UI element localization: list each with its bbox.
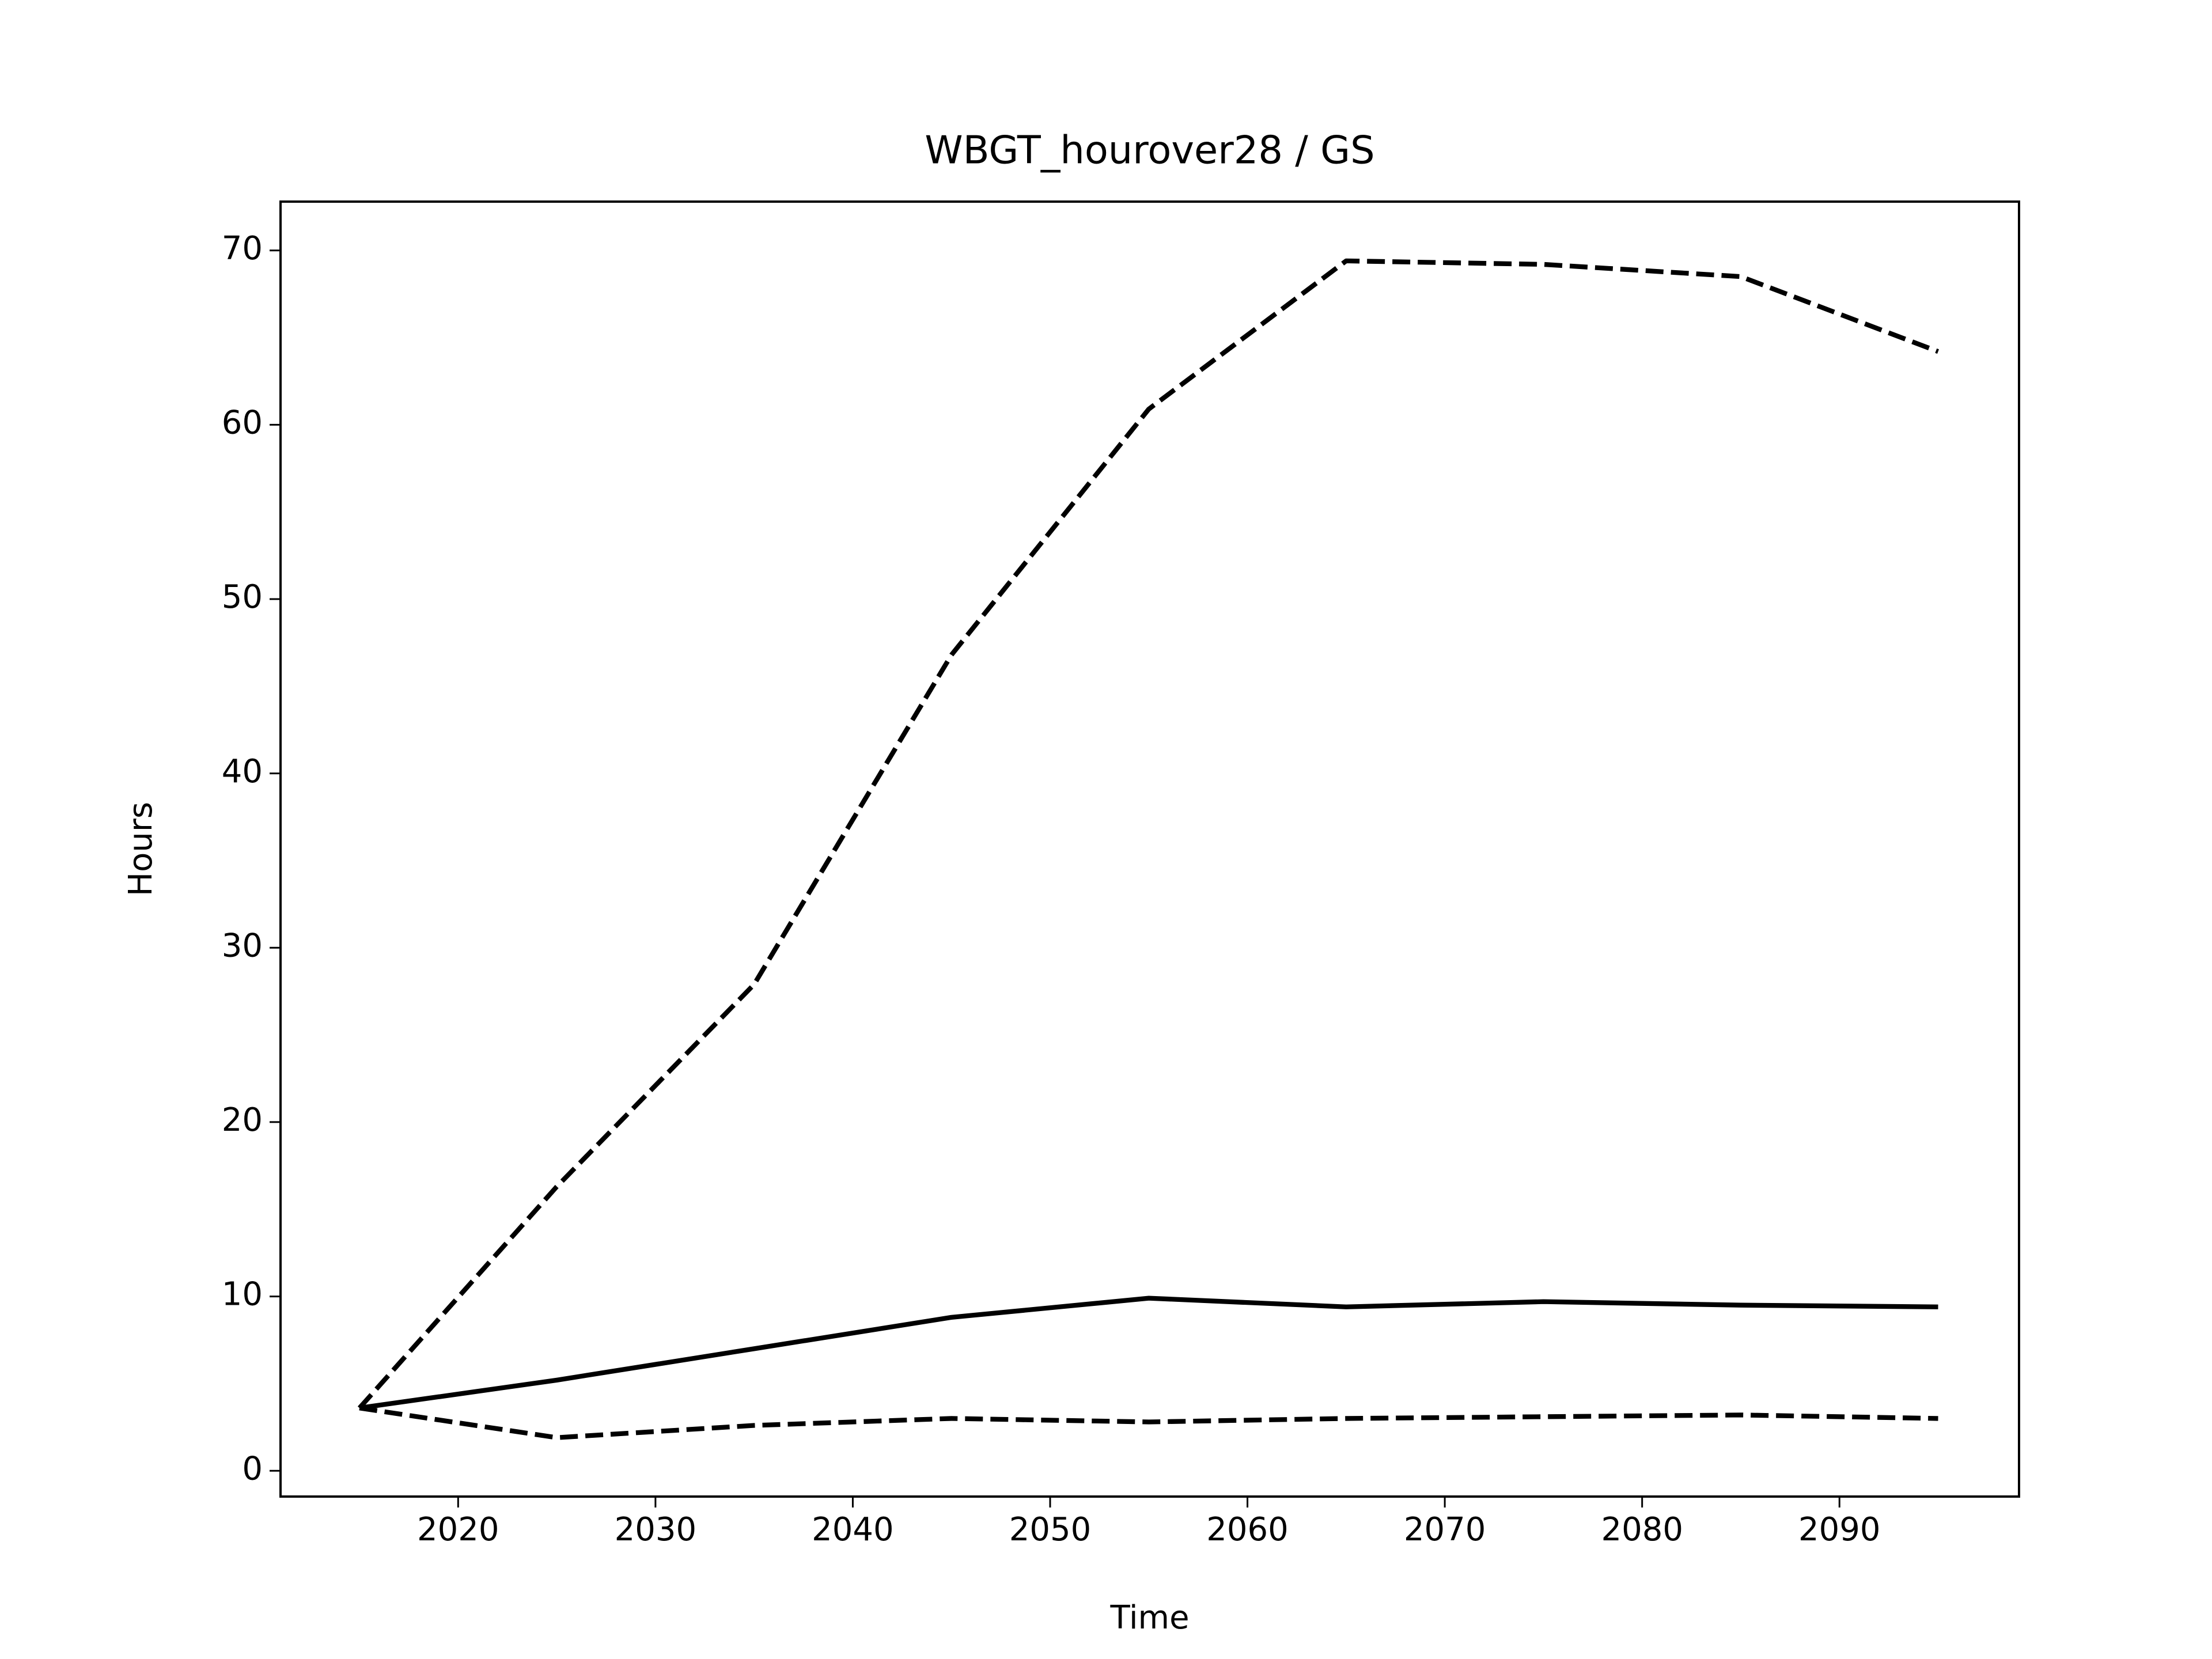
x-tick-label: 2070	[1404, 1511, 1486, 1548]
x-tick-label: 2060	[1206, 1511, 1289, 1548]
series-line	[359, 1406, 1938, 1440]
y-tick-label: 60	[222, 404, 263, 442]
chart-title: WBGT_hourover28 / GS	[925, 128, 1374, 173]
series-line	[359, 1296, 1938, 1411]
y-tick-label: 0	[242, 1450, 263, 1487]
x-axis-label: Time	[1109, 1599, 1189, 1637]
y-axis-label: Hours	[122, 802, 160, 896]
x-tick-label: 2090	[1798, 1511, 1881, 1548]
series-line	[357, 258, 1940, 1410]
y-tick-label: 70	[222, 230, 263, 267]
plot-frame	[279, 200, 2020, 1498]
x-tick-label: 2050	[1009, 1511, 1092, 1548]
y-tick-label: 30	[222, 927, 263, 964]
y-tick-label: 20	[222, 1101, 263, 1139]
y-tick-label: 50	[222, 578, 263, 616]
y-tick-label: 10	[222, 1276, 263, 1313]
x-tick-label: 2040	[812, 1511, 894, 1548]
x-tick-label: 2030	[615, 1511, 697, 1548]
x-tick-label: 2020	[417, 1511, 499, 1548]
x-tick-label: 2080	[1601, 1511, 1683, 1548]
y-tick-label: 40	[222, 753, 263, 790]
